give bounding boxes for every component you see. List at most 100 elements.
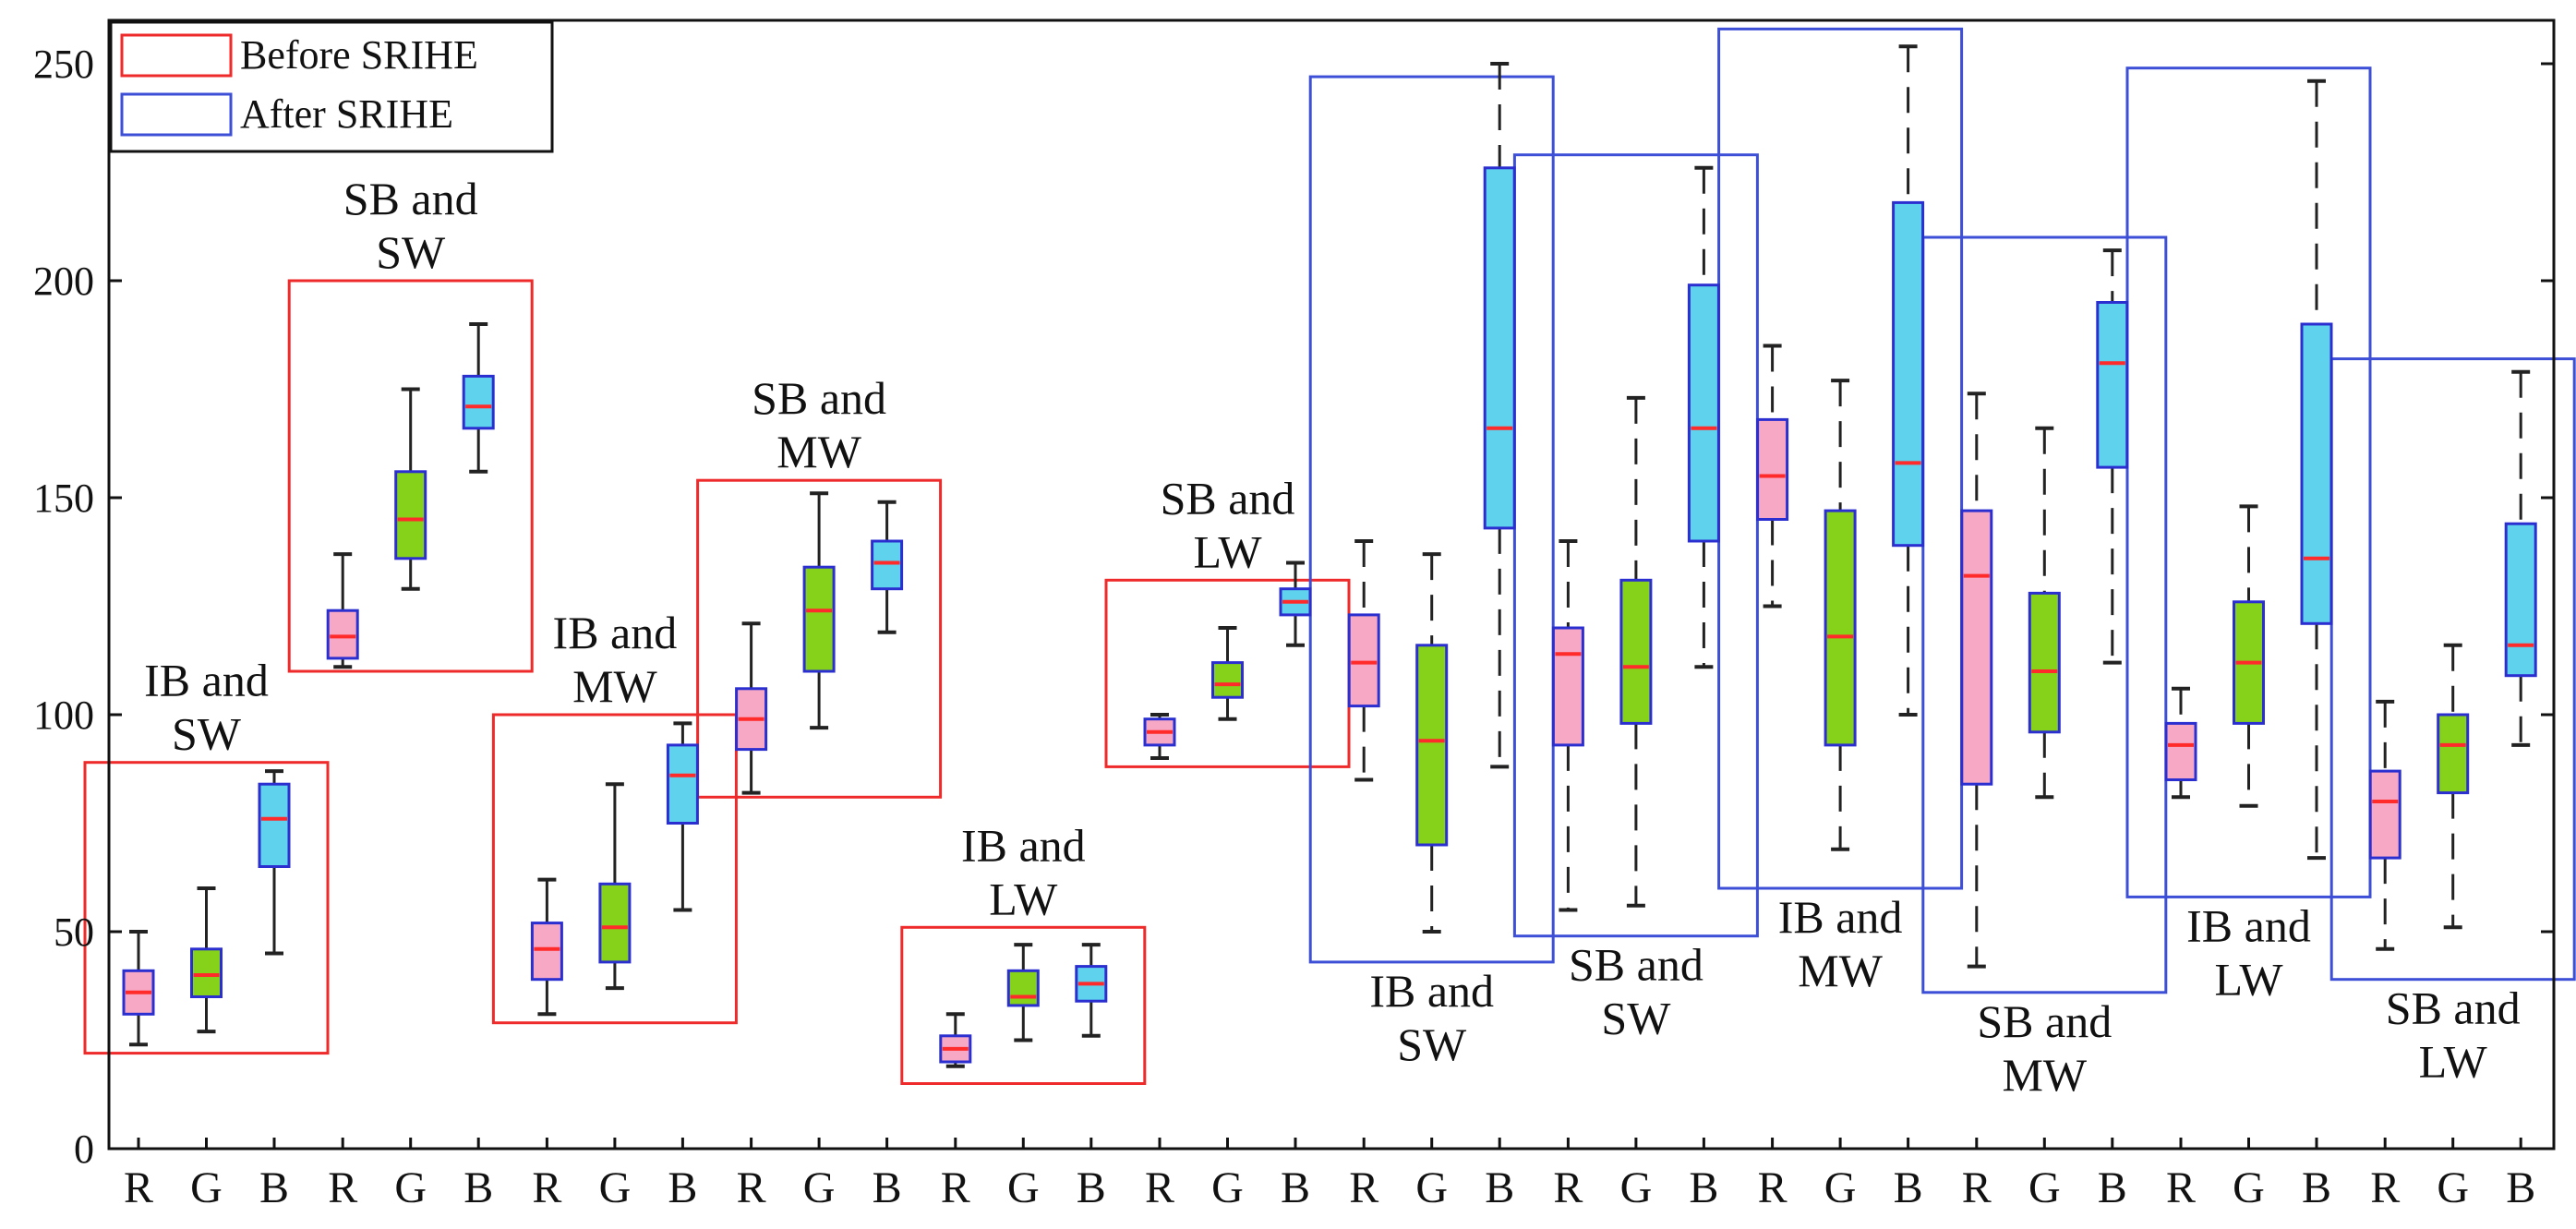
- box-g: [1211, 661, 1244, 699]
- box-b: [2300, 322, 2333, 625]
- x-category-label: B: [668, 1163, 697, 1212]
- group-label: MW: [2002, 1049, 2087, 1101]
- group-frame: [2125, 66, 2372, 898]
- box-r: [1347, 613, 1380, 708]
- box-b: [2504, 522, 2537, 678]
- group-label: IB and: [1369, 965, 1494, 1017]
- group-label: SB and: [2386, 982, 2521, 1034]
- box-b: [1892, 200, 1925, 548]
- box-b: [462, 374, 495, 430]
- x-category-label: R: [1349, 1163, 1378, 1212]
- group-frame: [83, 761, 330, 1055]
- x-category-label: G: [1211, 1163, 1244, 1212]
- group-frame: [287, 279, 534, 673]
- box-b: [258, 782, 291, 869]
- group-frame: [1921, 235, 2168, 994]
- group-label: SW: [1397, 1018, 1467, 1070]
- group-frame: [696, 478, 943, 799]
- box-b: [2096, 301, 2129, 469]
- box-g: [802, 565, 836, 673]
- x-category-label: B: [1485, 1163, 1514, 1212]
- legend: Before SRIHE After SRIHE: [109, 20, 554, 153]
- box-r: [2368, 769, 2401, 860]
- group-label: IB and: [2186, 899, 2311, 951]
- x-category-label: R: [532, 1163, 561, 1212]
- group-label: LW: [2214, 953, 2283, 1005]
- x-category-label: G: [1415, 1163, 1448, 1212]
- x-category-label: R: [2370, 1163, 2400, 1212]
- box-r: [326, 608, 359, 660]
- y-tick-label: 50: [54, 910, 94, 955]
- x-category-label: B: [1689, 1163, 1718, 1212]
- x-category-label: G: [1007, 1163, 1040, 1212]
- x-category-label: R: [1145, 1163, 1174, 1212]
- group-frame: [900, 925, 1147, 1085]
- y-tick-label: 150: [33, 476, 94, 521]
- x-category-label: G: [2437, 1163, 2469, 1212]
- y-tick-label: 200: [33, 259, 94, 304]
- y-tick-label: 250: [33, 42, 94, 87]
- group-label: SW: [376, 226, 446, 278]
- x-category-label: G: [599, 1163, 632, 1212]
- x-category-label: R: [941, 1163, 970, 1212]
- box-g: [598, 882, 632, 964]
- x-category-label: R: [328, 1163, 357, 1212]
- group-label: IB and: [961, 819, 1086, 871]
- box-g: [1824, 509, 1857, 747]
- group-frame: [2329, 357, 2576, 982]
- box-b: [1483, 166, 1516, 530]
- x-category-label: G: [1824, 1163, 1857, 1212]
- group-label: MW: [1798, 945, 1883, 996]
- legend-entry-label: After SRIHE: [240, 91, 453, 137]
- group-label: MW: [572, 660, 657, 712]
- box-r: [1551, 626, 1584, 747]
- box-r: [1756, 417, 1789, 521]
- x-category-label: G: [1620, 1163, 1653, 1212]
- x-category-label: R: [1553, 1163, 1583, 1212]
- box-g: [1006, 969, 1040, 1007]
- x-category-label: B: [1894, 1163, 1923, 1212]
- x-category-label: B: [463, 1163, 493, 1212]
- x-category-label: G: [190, 1163, 223, 1212]
- group-label: SB and: [1977, 995, 2112, 1047]
- box-b: [666, 743, 699, 825]
- legend-swatch: [120, 33, 233, 78]
- group-label: SB and: [1161, 472, 1295, 524]
- x-category-label: R: [124, 1163, 153, 1212]
- x-category-label: B: [2506, 1163, 2535, 1212]
- box-b: [1687, 283, 1720, 543]
- box-g: [1415, 644, 1449, 847]
- group-label: LW: [2419, 1036, 2488, 1088]
- y-axis: 0 50 100 150 200 250: [33, 42, 2554, 1172]
- group-label: LW: [989, 873, 1058, 924]
- group-frame: [491, 713, 738, 1025]
- legend-entry-label: Before SRIHE: [240, 32, 478, 78]
- group-label: LW: [1193, 525, 1262, 577]
- x-category-label: B: [2098, 1163, 2127, 1212]
- box-g: [2437, 713, 2470, 795]
- box-g: [2028, 591, 2061, 734]
- legend-box: [109, 20, 554, 153]
- box-series: [122, 44, 2537, 1068]
- group-label: SB and: [1569, 939, 1703, 991]
- x-category-label: B: [259, 1163, 289, 1212]
- group-frame: [1308, 75, 1555, 964]
- group-label: IB and: [1778, 891, 1903, 943]
- legend-swatch: [120, 92, 233, 137]
- x-category-label: G: [2028, 1163, 2061, 1212]
- x-category-label: R: [1962, 1163, 1992, 1212]
- plot-area: [107, 18, 2556, 1151]
- x-category-label: B: [2302, 1163, 2331, 1212]
- box-b: [871, 539, 904, 591]
- box-g: [190, 947, 223, 999]
- group-frame: [1512, 153, 1759, 938]
- group-label: SW: [172, 708, 242, 760]
- group-frames: [83, 27, 2576, 1085]
- box-g: [394, 470, 427, 560]
- x-category-label: R: [2166, 1163, 2196, 1212]
- x-category-label: G: [803, 1163, 836, 1212]
- x-category-label: R: [1758, 1163, 1788, 1212]
